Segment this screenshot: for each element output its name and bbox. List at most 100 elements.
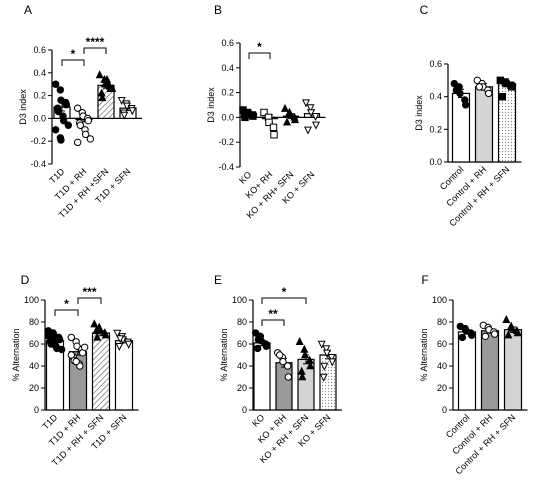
data-point [467, 331, 476, 339]
panel-letter: E [214, 273, 222, 287]
y-tick-label: -0.4 [218, 162, 234, 172]
data-point [84, 116, 93, 125]
data-point [507, 323, 517, 332]
data-point [51, 80, 60, 88]
data-point [67, 333, 76, 342]
data-point [260, 108, 268, 117]
x-tick-label: KO [237, 169, 253, 185]
data-point [116, 335, 125, 344]
panel-letter: F [421, 273, 428, 287]
bar [480, 330, 500, 411]
y-axis-label: % Alternation [11, 328, 21, 381]
panel-letter: D [21, 273, 30, 287]
data-point [73, 104, 82, 112]
panel-letter: A [24, 3, 32, 17]
data-point [502, 314, 511, 323]
data-point [249, 112, 257, 120]
data-point [490, 330, 499, 338]
y-tick-label: 80 [437, 317, 447, 327]
data-point [76, 121, 85, 129]
y-tick-label: 0 [442, 405, 447, 415]
significance-label: * [71, 47, 76, 61]
data-point [57, 136, 65, 144]
data-point [64, 121, 73, 129]
y-tick-label: -0.4 [30, 159, 46, 169]
data-point [475, 83, 484, 91]
data-point [461, 101, 470, 109]
data-point [322, 349, 332, 358]
bar [503, 329, 523, 411]
y-tick-label: 20 [437, 383, 447, 393]
data-point [498, 92, 507, 101]
data-point [319, 373, 328, 382]
significance-bracket: *** [77, 285, 102, 304]
y-tick-label: 0.2 [429, 124, 442, 134]
bar [457, 331, 477, 411]
y-axis-label: D3 index [18, 89, 28, 125]
data-point [303, 126, 313, 135]
data-point [306, 361, 315, 370]
data-point [270, 131, 278, 139]
significance-label: *** [82, 285, 96, 299]
y-tick-label: 80 [29, 317, 39, 327]
y-tick-label: 0.6 [221, 38, 234, 48]
y-tick-label: 0.0 [429, 157, 442, 167]
data-point [253, 344, 262, 353]
y-tick-label: 60 [437, 339, 447, 349]
x-tick-label: T1D [40, 412, 59, 431]
bar [474, 86, 494, 163]
data-point [98, 93, 107, 102]
data-point [311, 112, 320, 121]
data-point [275, 351, 284, 359]
y-tick-label: 0 [242, 405, 247, 415]
data-point [282, 117, 292, 126]
y-tick-label: 20 [237, 383, 247, 393]
significance-bracket: * [54, 297, 79, 316]
significance-label: **** [86, 35, 105, 49]
y-tick-label: 0.4 [429, 92, 442, 102]
significance-label: ** [268, 307, 278, 321]
bar [114, 340, 134, 411]
y-tick-label: -0.2 [30, 136, 46, 146]
data-point [481, 332, 490, 340]
data-point [262, 342, 271, 350]
significance-label: * [257, 40, 262, 54]
data-point [279, 357, 287, 366]
significance-label: * [64, 297, 69, 311]
data-point [108, 83, 117, 92]
y-tick-label: 100 [232, 295, 247, 305]
data-point [300, 350, 310, 359]
y-tick-label: 0.6 [33, 45, 46, 55]
data-point [80, 343, 89, 351]
x-tick-label: KO [250, 412, 266, 428]
y-axis-label: D3 index [206, 87, 216, 123]
significance-label: * [282, 285, 287, 299]
data-point [284, 373, 293, 381]
data-point [86, 135, 95, 143]
panel-letter: B [214, 3, 222, 17]
significance-bracket: * [261, 285, 307, 304]
data-point [254, 335, 263, 344]
data-point [301, 99, 311, 108]
data-point [280, 103, 290, 112]
y-tick-label: 60 [29, 339, 39, 349]
data-point [50, 339, 58, 347]
significance-bracket: **** [83, 35, 107, 54]
y-tick-label: 0.6 [429, 59, 442, 69]
data-point [81, 130, 90, 139]
panel-letter: C [420, 3, 429, 17]
y-tick-label: -0.2 [218, 137, 234, 147]
data-point [92, 325, 101, 334]
y-tick-label: 40 [237, 361, 247, 371]
bar [253, 342, 271, 411]
y-tick-label: 20 [29, 383, 39, 393]
data-point [484, 89, 493, 98]
y-tick-label: 40 [437, 361, 447, 371]
data-point [504, 330, 513, 339]
